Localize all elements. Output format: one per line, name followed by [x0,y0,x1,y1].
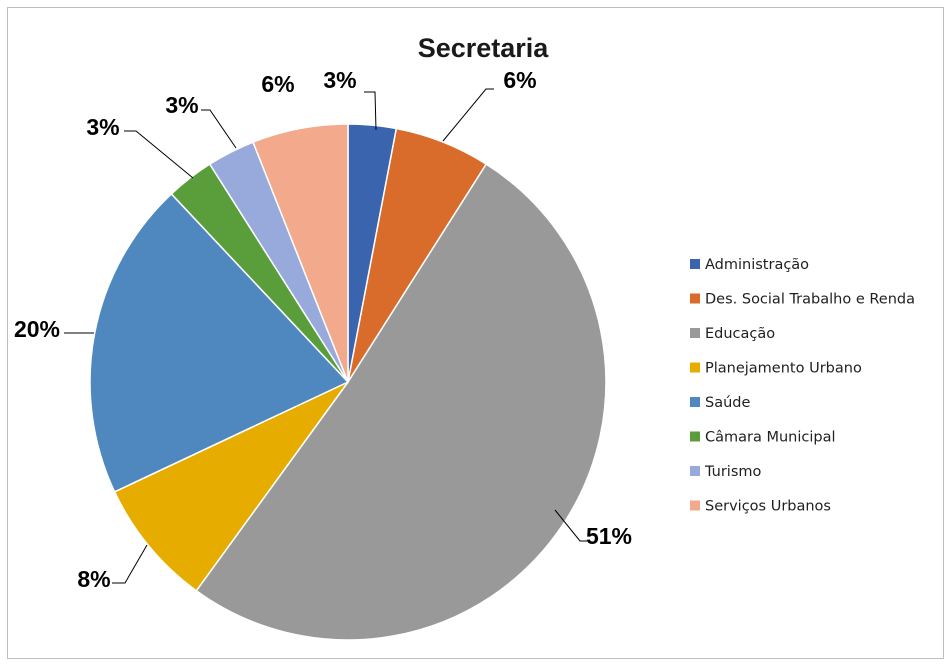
data-labels: 3% 6% 51% 8% 20% 3% 3% 6% [14,67,632,592]
legend-label-servicos-urbanos: Serviços Urbanos [705,499,831,515]
legend-swatch-administracao [690,259,700,269]
legend-swatch-des-social-trabalho-e-renda [690,293,700,304]
legend-label-administracao: Administração [705,257,809,273]
legend-label-camara-municipal: Câmara Municipal [705,430,836,446]
legend-label-turismo: Turismo [704,464,762,480]
data-label-administracao: 3% [323,67,356,93]
legend-swatch-turismo [690,466,700,476]
legend-swatch-camara-municipal [690,431,700,442]
legend-swatch-servicos-urbanos [690,500,700,511]
data-label-des-social-trabalho-e-renda: 6% [503,67,536,93]
pie-slice-planejamento-urbano [113,381,349,592]
pie-slice-servicos-urbanos [252,123,349,383]
pie-slice-saude [89,192,350,493]
legend-label-saude: Saúde [705,395,750,411]
data-label-turismo: 3% [165,92,198,118]
leader-line-educacao [554,509,587,542]
leader-line-administracao [364,91,377,131]
legend: Administração Des. Social Trabalho e Rend… [690,257,915,515]
legend-label-planejamento-urbano: Planejamento Urbano [705,361,862,377]
chart-title: Secretaria [418,33,550,63]
data-label-planejamento-urbano: 8% [77,566,110,592]
legend-swatch-saude [690,397,700,407]
data-label-saude: 20% [14,316,60,342]
legend-label-des-social-trabalho-e-renda: Des. Social Trabalho e Renda [705,292,915,308]
leader-line-des-social-trabalho-e-renda [442,88,494,142]
data-label-educacao: 51% [586,523,632,549]
data-label-camara-municipal: 3% [86,114,119,140]
label-leader-lines [64,88,587,584]
legend-swatch-planejamento-urbano [690,362,700,373]
leader-line-planejamento-urbano [112,544,148,584]
leader-line-camara-municipal [124,130,194,179]
data-label-servicos-urbanos: 6% [261,71,294,97]
pie-slices [89,123,607,641]
legend-label-educacao: Educação [705,326,775,342]
legend-swatch-educacao [690,328,700,338]
pie-slice-educacao [195,163,607,641]
leader-line-turismo [201,109,237,149]
